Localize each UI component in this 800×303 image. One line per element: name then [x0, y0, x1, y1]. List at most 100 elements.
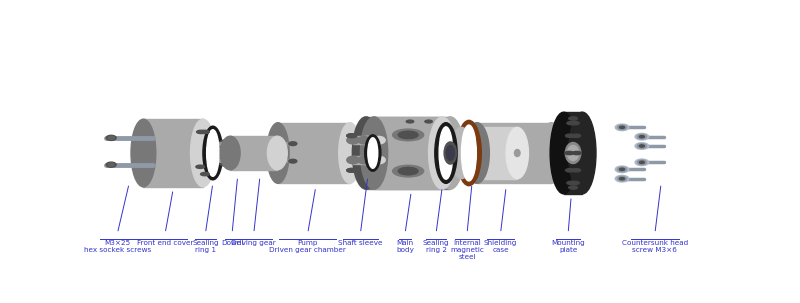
Ellipse shape: [615, 124, 629, 131]
Ellipse shape: [358, 156, 370, 164]
Circle shape: [406, 120, 414, 123]
Bar: [374, 117, 442, 189]
Bar: [230, 136, 278, 170]
Bar: [229, 152, 250, 155]
Ellipse shape: [437, 117, 464, 189]
Ellipse shape: [190, 119, 215, 187]
Ellipse shape: [566, 142, 581, 164]
Bar: [229, 158, 250, 161]
Ellipse shape: [638, 160, 646, 165]
Ellipse shape: [267, 136, 287, 170]
Ellipse shape: [346, 156, 359, 164]
Circle shape: [393, 129, 424, 141]
Bar: [143, 119, 203, 187]
Ellipse shape: [465, 123, 490, 183]
Ellipse shape: [514, 149, 520, 157]
Text: Sealing
ring 2: Sealing ring 2: [422, 240, 450, 253]
Ellipse shape: [635, 143, 649, 149]
Text: Sealing
ring 1: Sealing ring 1: [192, 240, 218, 253]
Circle shape: [346, 134, 357, 138]
Ellipse shape: [373, 156, 386, 164]
Circle shape: [573, 152, 581, 155]
Text: Dowel: Dowel: [221, 240, 243, 246]
Ellipse shape: [362, 136, 374, 144]
Circle shape: [196, 165, 205, 168]
Ellipse shape: [635, 133, 649, 140]
Ellipse shape: [439, 127, 453, 179]
Ellipse shape: [446, 146, 454, 160]
Circle shape: [346, 168, 357, 172]
Ellipse shape: [289, 142, 297, 145]
Circle shape: [570, 122, 579, 125]
Ellipse shape: [619, 126, 625, 128]
Ellipse shape: [352, 117, 380, 189]
Bar: [462, 127, 518, 179]
Ellipse shape: [289, 159, 297, 163]
Ellipse shape: [108, 163, 114, 166]
Bar: [224, 140, 274, 166]
Ellipse shape: [569, 112, 596, 194]
Text: Shielding
case: Shielding case: [484, 240, 518, 253]
Ellipse shape: [358, 136, 370, 144]
Bar: [229, 158, 250, 161]
Ellipse shape: [106, 135, 116, 140]
Ellipse shape: [346, 136, 359, 144]
Text: Mounting
plate: Mounting plate: [551, 240, 585, 253]
Bar: [229, 145, 250, 148]
Ellipse shape: [615, 175, 629, 182]
Circle shape: [566, 134, 574, 137]
Ellipse shape: [429, 117, 456, 189]
Ellipse shape: [444, 142, 457, 164]
Bar: [229, 145, 250, 148]
Bar: [364, 136, 379, 144]
Bar: [278, 123, 350, 183]
Ellipse shape: [108, 136, 114, 139]
Circle shape: [567, 122, 575, 125]
Ellipse shape: [106, 162, 116, 167]
Ellipse shape: [638, 134, 646, 139]
Ellipse shape: [373, 136, 386, 144]
Ellipse shape: [638, 144, 646, 148]
Text: M3×25
hex sockek screws: M3×25 hex sockek screws: [84, 240, 151, 253]
Ellipse shape: [338, 123, 361, 183]
Ellipse shape: [435, 123, 457, 183]
Text: Main
body: Main body: [396, 240, 414, 253]
Text: Pump
Driven gear chamber: Pump Driven gear chamber: [270, 240, 346, 253]
Circle shape: [572, 134, 581, 137]
Ellipse shape: [506, 127, 529, 179]
Bar: [477, 123, 551, 183]
Ellipse shape: [639, 145, 644, 147]
Circle shape: [569, 117, 578, 120]
Ellipse shape: [368, 138, 378, 168]
Ellipse shape: [615, 166, 629, 173]
Ellipse shape: [639, 161, 644, 164]
Circle shape: [570, 181, 579, 185]
Ellipse shape: [567, 145, 578, 161]
Ellipse shape: [619, 168, 625, 171]
Circle shape: [567, 181, 575, 185]
Text: Front end cover: Front end cover: [137, 240, 194, 246]
Ellipse shape: [203, 126, 222, 180]
Ellipse shape: [457, 120, 482, 186]
Ellipse shape: [265, 140, 282, 166]
Ellipse shape: [215, 140, 233, 166]
Bar: [366, 117, 450, 189]
Circle shape: [569, 186, 578, 189]
Circle shape: [393, 165, 424, 177]
Circle shape: [425, 120, 432, 123]
Text: Internal
magnetic
steel: Internal magnetic steel: [450, 240, 484, 260]
Ellipse shape: [365, 135, 381, 171]
Ellipse shape: [618, 176, 626, 181]
Ellipse shape: [539, 123, 564, 183]
Bar: [229, 152, 250, 155]
Ellipse shape: [635, 159, 649, 166]
Ellipse shape: [131, 119, 156, 187]
Ellipse shape: [266, 123, 289, 183]
Circle shape: [572, 169, 581, 172]
Ellipse shape: [619, 178, 625, 180]
Bar: [353, 136, 368, 144]
Ellipse shape: [618, 125, 626, 130]
Ellipse shape: [639, 135, 644, 138]
Bar: [353, 156, 368, 164]
Circle shape: [398, 167, 418, 175]
